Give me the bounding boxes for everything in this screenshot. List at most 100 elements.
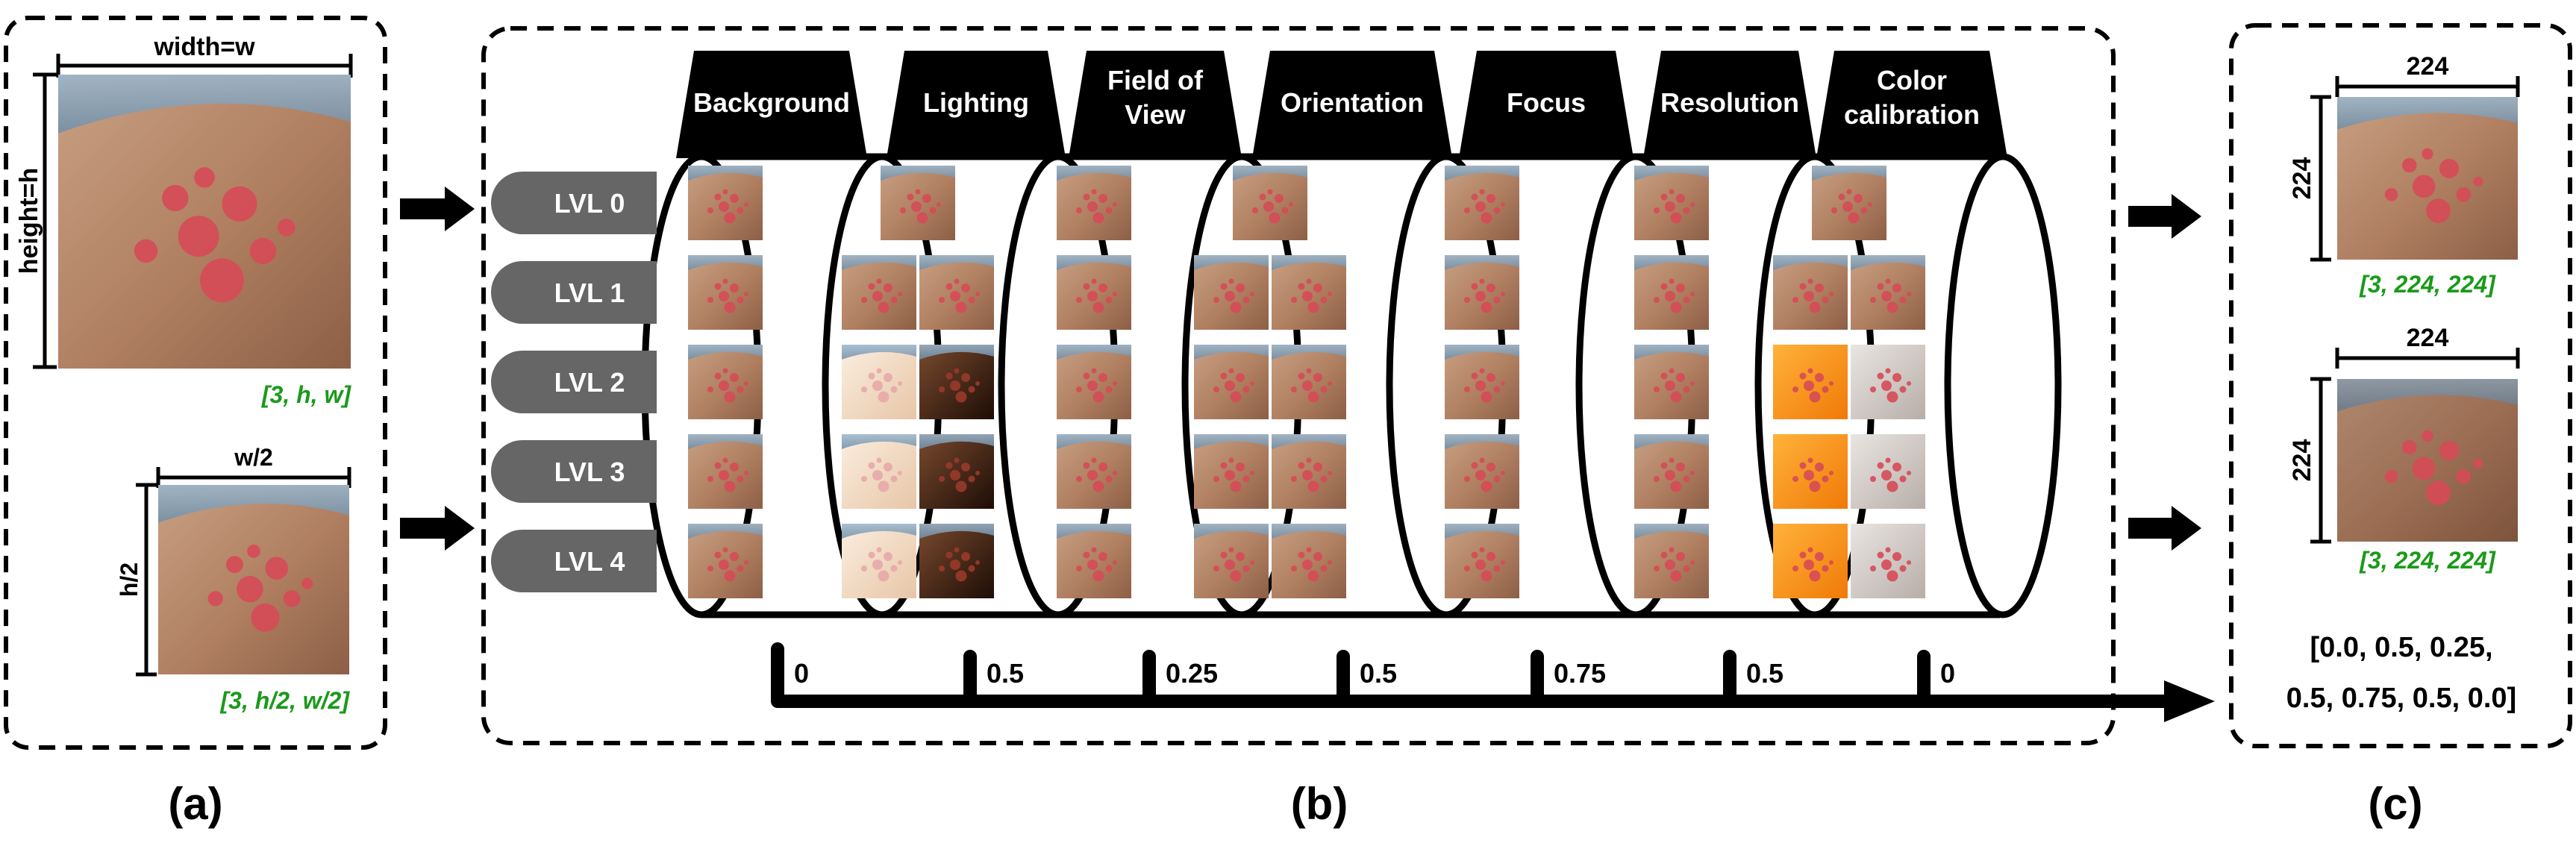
skin-texture xyxy=(58,75,351,369)
tab-label: Field of xyxy=(1107,65,1204,95)
augmented-thumbnail xyxy=(1634,255,1709,330)
augmented-thumbnail xyxy=(919,255,994,330)
arrow-bottom-b-to-c xyxy=(2128,506,2201,551)
downsampled-skin-image xyxy=(158,485,349,674)
augmented-thumbnail xyxy=(1773,345,1848,419)
augmented-thumbnail xyxy=(919,434,994,509)
half-height-label: h/2 xyxy=(116,563,143,597)
output-2-shape-label: [3, 224, 224] xyxy=(2359,547,2496,574)
severity-tick: 0.5 xyxy=(963,650,1024,708)
half-width-label: w/2 xyxy=(234,444,273,471)
tab-label: calibration xyxy=(1844,99,1980,130)
augmented-thumbnail xyxy=(1057,345,1131,419)
augmented-thumbnail xyxy=(1057,524,1131,598)
augmented-thumbnail xyxy=(688,255,763,330)
height-label: height=h xyxy=(15,168,43,275)
augmented-thumbnail xyxy=(1057,166,1131,240)
level-pill-4: LVL 4 xyxy=(491,530,657,592)
output-224-image-1 xyxy=(2337,97,2518,260)
shape-label-original: [3, h, w] xyxy=(261,381,351,408)
augmented-thumbnail xyxy=(1851,524,1925,598)
augmented-thumbnail xyxy=(688,166,763,240)
severity-tick: 0 xyxy=(1917,650,1955,708)
caption-c: (c) xyxy=(2368,779,2422,829)
output-1-height-label-v: 224 xyxy=(2288,157,2316,200)
output-2-height-label: 224 xyxy=(2288,439,2316,482)
level-pill-2: LVL 2 xyxy=(491,351,657,413)
augmented-thumbnail xyxy=(1634,524,1709,598)
panel-c-frame xyxy=(2229,23,2572,748)
tab-label: View xyxy=(1125,99,1186,130)
augmented-thumbnail xyxy=(1272,345,1346,419)
tab-lighting: Lighting xyxy=(887,51,1066,158)
arrows-a-to-b xyxy=(400,187,475,551)
augmented-thumbnail xyxy=(1445,524,1519,598)
augmented-thumbnail xyxy=(1272,434,1346,509)
level-label: LVL 1 xyxy=(554,278,625,308)
severity-value: 0.25 xyxy=(1166,658,1218,689)
augmented-thumbnail xyxy=(1851,255,1925,330)
augmented-thumbnail xyxy=(1634,166,1709,240)
severity-tick: 0.25 xyxy=(1142,650,1218,708)
severity-value: 0 xyxy=(1940,658,1955,689)
panel-b-frame xyxy=(481,26,2116,745)
augmented-thumbnail xyxy=(1272,524,1346,598)
tab-focus: Focus xyxy=(1459,51,1634,158)
augmented-thumbnail xyxy=(1445,255,1519,330)
augmented-thumbnail xyxy=(1057,434,1131,509)
tab-label: Resolution xyxy=(1660,87,1799,118)
cylinder-end-cap xyxy=(1944,153,2062,618)
tab-label: Color xyxy=(1877,65,1947,95)
panel-a-bottom-image: w/2 h/2 [3, h/2, w/2] xyxy=(116,444,351,714)
augmented-thumbnails xyxy=(688,166,1925,598)
output-image-2: 224 224 [3, 224, 224] xyxy=(2288,324,2520,574)
caption-b: (b) xyxy=(1291,779,1348,829)
tab-orientation: Orientation xyxy=(1252,51,1452,158)
augmented-thumbnail xyxy=(1445,434,1519,509)
augmented-thumbnail xyxy=(1634,434,1709,509)
tab-background: Background xyxy=(676,51,867,158)
augmented-thumbnail xyxy=(1233,166,1307,240)
caption-a: (a) xyxy=(168,779,222,829)
augmented-thumbnail xyxy=(1851,345,1925,419)
skin-texture xyxy=(2337,97,2518,260)
width-label: width=w xyxy=(153,33,255,61)
augmented-thumbnail xyxy=(842,345,916,419)
tab-label: Background xyxy=(693,87,850,118)
skin-texture xyxy=(158,485,349,674)
panel-a-frame xyxy=(4,16,387,750)
tab-color-calibration: Color calibration xyxy=(1816,51,2007,158)
augmented-thumbnail xyxy=(881,166,955,240)
augmented-thumbnail xyxy=(919,524,994,598)
augmented-thumbnail xyxy=(842,524,916,598)
augmented-thumbnail xyxy=(842,434,916,509)
output-1-width-label: 224 xyxy=(2407,52,2449,81)
level-label: LVL 3 xyxy=(554,457,625,487)
original-skin-image xyxy=(58,75,351,369)
shape-label-half: [3, h/2, w/2] xyxy=(220,687,351,714)
augmented-thumbnail xyxy=(1194,255,1269,330)
output-2-width-label: 224 xyxy=(2407,324,2449,352)
augmented-thumbnail xyxy=(1773,434,1848,509)
severity-value: 0.5 xyxy=(1360,658,1397,689)
severity-value: 0.75 xyxy=(1554,658,1606,689)
augmented-thumbnail xyxy=(842,255,916,330)
tab-label: Focus xyxy=(1507,87,1586,118)
severity-axis: 0 0.5 0.25 0.5 0.75 0.5 0 xyxy=(771,642,2215,722)
panel-c: 224 224 224 [3, 224, 224] 224 224 [3, 22… xyxy=(2128,23,2572,829)
augmented-thumbnail xyxy=(1272,255,1346,330)
tab-label: Lighting xyxy=(923,87,1029,118)
augmented-thumbnail xyxy=(1634,345,1709,419)
tab-field-of-view: Field of View xyxy=(1069,51,1242,158)
severity-tick: 0 xyxy=(794,658,809,689)
tab-resolution: Resolution xyxy=(1643,51,1816,158)
augmented-thumbnail xyxy=(1773,524,1848,598)
augmented-thumbnail xyxy=(688,524,763,598)
level-label: LVL 4 xyxy=(554,546,625,577)
augmented-thumbnail xyxy=(1445,166,1519,240)
level-labels: LVL 0 LVL 1 LVL 2 LVL 3 LVL 4 xyxy=(491,172,657,592)
severity-tick: 0.5 xyxy=(1723,650,1783,708)
augmented-thumbnail xyxy=(919,345,994,419)
tab-label: Orientation xyxy=(1281,87,1424,118)
